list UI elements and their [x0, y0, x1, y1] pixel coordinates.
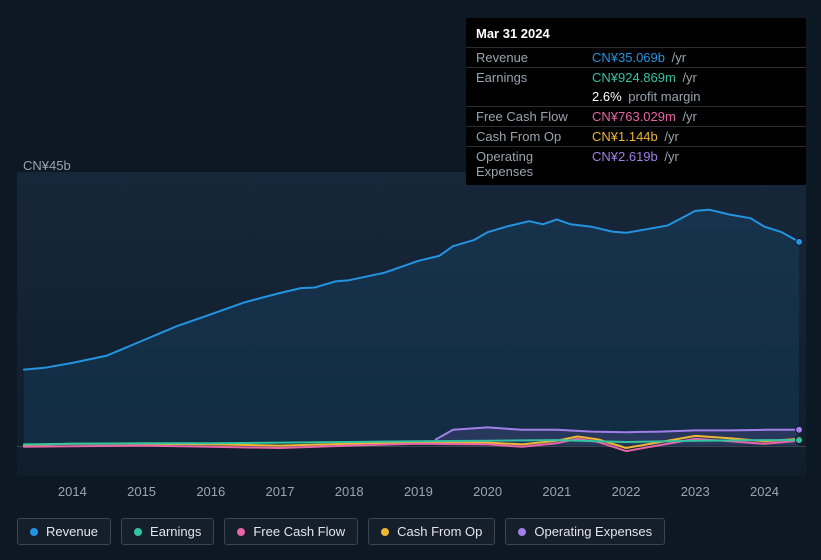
tooltip-suffix: /yr	[661, 149, 679, 164]
legend-dot-icon	[237, 528, 245, 536]
legend-label: Earnings	[150, 524, 201, 539]
x-tick-label: 2018	[335, 484, 364, 499]
x-tick-label: 2023	[681, 484, 710, 499]
legend-dot-icon	[381, 528, 389, 536]
series-end-marker	[796, 426, 803, 433]
chart-tooltip: Mar 31 2024 RevenueCN¥35.069b /yrEarning…	[466, 18, 806, 185]
legend-dot-icon	[30, 528, 38, 536]
tooltip-suffix: /yr	[679, 109, 697, 124]
tooltip-value: CN¥1.144b	[592, 129, 658, 144]
tooltip-value: CN¥924.869m	[592, 70, 676, 85]
tooltip-label: Revenue	[476, 50, 592, 65]
chart-svg	[17, 172, 806, 476]
tooltip-row: 2.6% profit margin	[466, 87, 806, 106]
x-tick-label: 2020	[473, 484, 502, 499]
tooltip-row: Free Cash FlowCN¥763.029m /yr	[466, 106, 806, 126]
legend-item[interactable]: Cash From Op	[368, 518, 495, 545]
x-tick-label: 2016	[196, 484, 225, 499]
x-tick-label: 2021	[542, 484, 571, 499]
series-area	[24, 210, 799, 446]
plot-area[interactable]	[17, 172, 806, 476]
x-tick-label: 2022	[612, 484, 641, 499]
tooltip-value: CN¥35.069b	[592, 50, 665, 65]
y-tick-label: CN¥45b	[23, 158, 71, 173]
legend-item[interactable]: Revenue	[17, 518, 111, 545]
tooltip-suffix: /yr	[668, 50, 686, 65]
x-tick-label: 2014	[58, 484, 87, 499]
tooltip-suffix: /yr	[679, 70, 697, 85]
tooltip-label	[476, 89, 592, 104]
legend-label: Revenue	[46, 524, 98, 539]
tooltip-label: Free Cash Flow	[476, 109, 592, 124]
x-tick-label: 2017	[266, 484, 295, 499]
tooltip-row: RevenueCN¥35.069b /yr	[466, 47, 806, 67]
tooltip-label: Earnings	[476, 70, 592, 85]
legend-dot-icon	[518, 528, 526, 536]
legend-item[interactable]: Operating Expenses	[505, 518, 665, 545]
x-tick-label: 2015	[127, 484, 156, 499]
tooltip-row: Operating ExpensesCN¥2.619b /yr	[466, 146, 806, 181]
tooltip-label: Operating Expenses	[476, 149, 592, 179]
legend-label: Cash From Op	[397, 524, 482, 539]
tooltip-row: Cash From OpCN¥1.144b /yr	[466, 126, 806, 146]
x-axis: 2014 2015 2016 2017 2018 2019 2020 2021 2022 2023…	[17, 482, 806, 502]
legend: Revenue Earnings Free Cash Flow Cash From O…	[17, 518, 665, 545]
legend-item[interactable]: Free Cash Flow	[224, 518, 358, 545]
x-tick-label: 2024	[750, 484, 779, 499]
tooltip-date: Mar 31 2024	[466, 22, 806, 47]
series-end-marker	[796, 238, 803, 245]
legend-dot-icon	[134, 528, 142, 536]
legend-label: Free Cash Flow	[253, 524, 345, 539]
tooltip-value: CN¥763.029m	[592, 109, 676, 124]
legend-label: Operating Expenses	[534, 524, 652, 539]
legend-item[interactable]: Earnings	[121, 518, 214, 545]
x-tick-label: 2019	[404, 484, 433, 499]
tooltip-suffix: /yr	[661, 129, 679, 144]
tooltip-label: Cash From Op	[476, 129, 592, 144]
series-end-marker	[796, 437, 803, 444]
tooltip-value: 2.6%	[592, 89, 622, 104]
tooltip-suffix: profit margin	[625, 89, 701, 104]
tooltip-value: CN¥2.619b	[592, 149, 658, 164]
tooltip-row: EarningsCN¥924.869m /yr	[466, 67, 806, 87]
